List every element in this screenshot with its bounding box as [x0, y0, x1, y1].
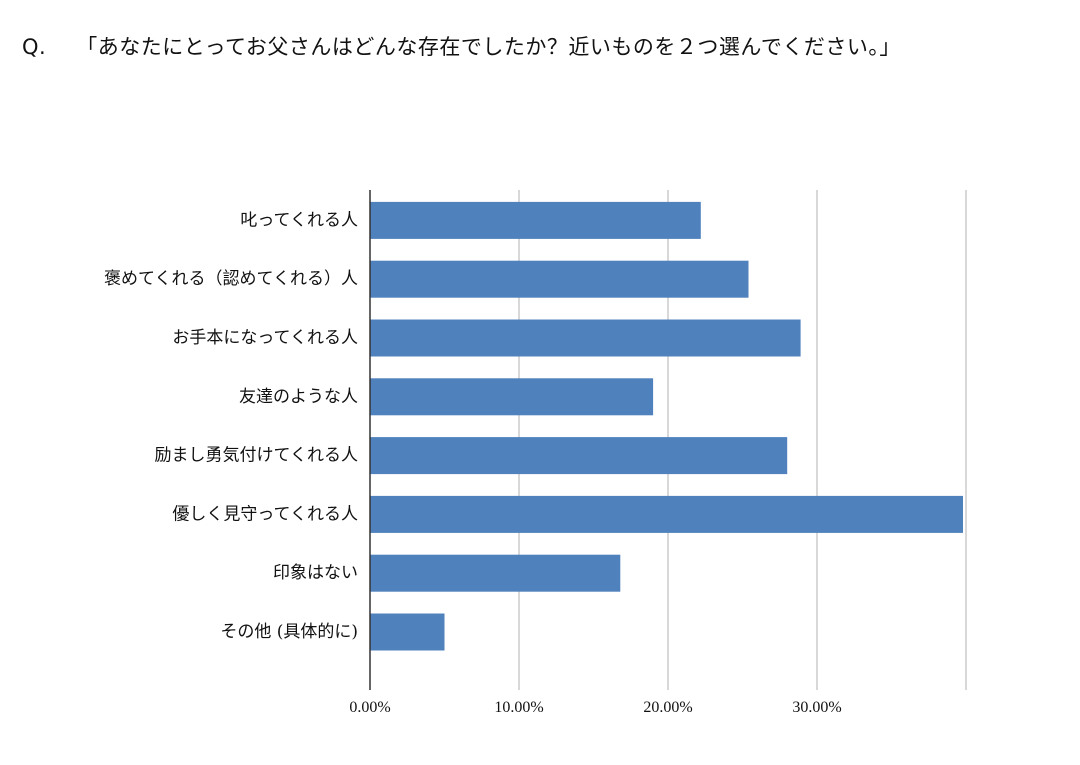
category-label: 優しく見守ってくれる人	[172, 504, 358, 524]
category-label: 励まし勇気付けてくれる人	[155, 446, 359, 466]
category-label: 友達のような人	[239, 387, 358, 407]
x-tick-label: 20.00%	[643, 699, 692, 716]
bar	[370, 319, 801, 357]
question-prefix: Q.	[22, 35, 47, 59]
question-text: 「あなたにとってお父さんはどんな存在でしたか？近いものを２つ選んでください。」	[76, 35, 901, 59]
bar	[370, 613, 445, 651]
bar	[370, 201, 701, 239]
bar	[370, 495, 963, 533]
category-label: その他 (具体的に)	[220, 622, 358, 642]
bar	[370, 260, 749, 298]
bar	[370, 437, 788, 475]
x-tick-labels: 0.00% 10.00% 20.00% 30.00%	[349, 699, 841, 716]
category-labels: 叱ってくれる人褒めてくれる（認めてくれる）人お手本になってくれる人友達のような人…	[104, 210, 358, 642]
category-label: 印象はない	[273, 563, 358, 583]
category-label: お手本になってくれる人	[172, 328, 358, 348]
bar	[370, 554, 621, 592]
question-title: Q. 「あなたにとってお父さんはどんな存在でしたか？近いものを２つ選んでください。…	[22, 30, 962, 64]
x-tick-label: 10.00%	[494, 699, 543, 716]
x-tick-label: 0.00%	[349, 699, 390, 716]
category-label: 叱ってくれる人	[240, 210, 358, 230]
x-tick-label: 30.00%	[792, 699, 841, 716]
category-label: 褒めてくれる（認めてくれる）人	[104, 269, 358, 289]
bar	[370, 378, 654, 416]
bars	[370, 201, 963, 651]
